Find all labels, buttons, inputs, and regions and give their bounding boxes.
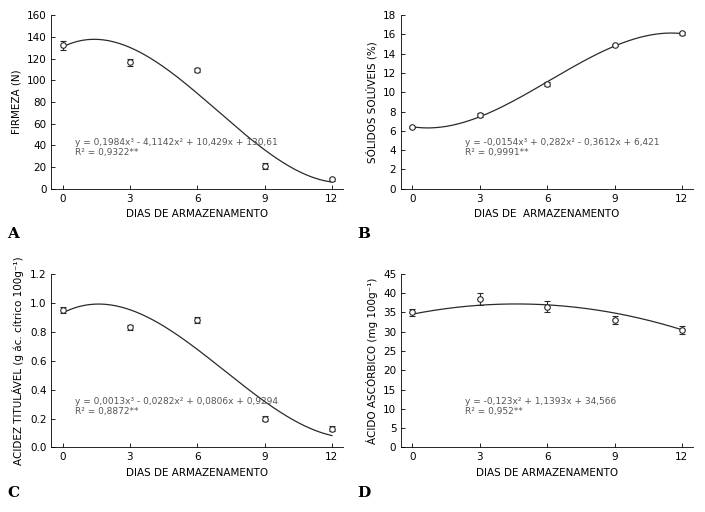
X-axis label: DIAS DE  ARMAZENAMENTO: DIAS DE ARMAZENAMENTO: [474, 209, 620, 219]
Text: y = 0,0013x³ - 0,0282x² + 0,0806x + 0,9294
R² = 0,8872**: y = 0,0013x³ - 0,0282x² + 0,0806x + 0,92…: [75, 397, 278, 416]
Text: C: C: [8, 486, 20, 500]
Text: B: B: [357, 227, 370, 241]
Y-axis label: ÁCIDO ASCÓRBICO (mg 100g⁻¹): ÁCIDO ASCÓRBICO (mg 100g⁻¹): [366, 278, 378, 444]
X-axis label: DIAS DE ARMAZENAMENTO: DIAS DE ARMAZENAMENTO: [126, 468, 269, 478]
Y-axis label: SÓLIDOS SOLÚVEIS (%): SÓLIDOS SOLÚVEIS (%): [366, 41, 378, 163]
Y-axis label: ACIDEZ TITULÁVEL (g ác. cítrico 100g⁻¹): ACIDEZ TITULÁVEL (g ác. cítrico 100g⁻¹): [12, 257, 24, 465]
X-axis label: DIAS DE ARMAZENAMENTO: DIAS DE ARMAZENAMENTO: [126, 209, 269, 219]
X-axis label: DIAS DE ARMAZENAMENTO: DIAS DE ARMAZENAMENTO: [476, 468, 618, 478]
Text: D: D: [357, 486, 371, 500]
Text: y = -0,0154x³ + 0,282x² - 0,3612x + 6,421
R² = 0,9991**: y = -0,0154x³ + 0,282x² - 0,3612x + 6,42…: [465, 138, 660, 158]
Text: y = 0,1984x³ - 4,1142x² + 10,429x + 130,61
R² = 0,9322**: y = 0,1984x³ - 4,1142x² + 10,429x + 130,…: [75, 138, 277, 158]
Text: y = -0,123x² + 1,1393x + 34,566
R² = 0,952**: y = -0,123x² + 1,1393x + 34,566 R² = 0,9…: [465, 397, 617, 416]
Text: A: A: [8, 227, 19, 241]
Y-axis label: FIRMEZA (N): FIRMEZA (N): [11, 70, 21, 134]
